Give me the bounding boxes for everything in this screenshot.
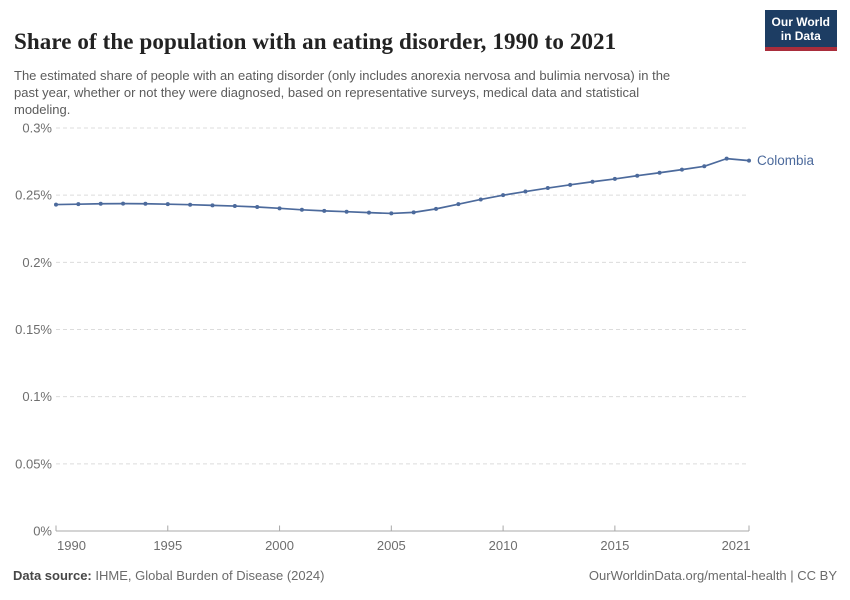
y-tick-label: 0.1% xyxy=(22,389,52,404)
data-point[interactable] xyxy=(54,202,58,207)
owid-logo[interactable]: Our World in Data xyxy=(764,10,837,51)
data-point[interactable] xyxy=(434,206,439,211)
data-point[interactable] xyxy=(299,207,304,212)
x-tick-label: 2021 xyxy=(722,538,751,553)
y-tick-label: 0.3% xyxy=(22,121,52,136)
data-point[interactable] xyxy=(210,203,215,208)
data-point[interactable] xyxy=(98,201,103,206)
data-point[interactable] xyxy=(478,197,483,202)
data-point[interactable] xyxy=(322,208,327,213)
data-point[interactable] xyxy=(568,182,573,187)
data-point[interactable] xyxy=(232,204,237,209)
owid-logo-line1: Our World xyxy=(771,15,830,29)
data-point[interactable] xyxy=(411,210,416,215)
data-point[interactable] xyxy=(724,156,729,161)
data-point[interactable] xyxy=(747,158,751,163)
series-line-colombia[interactable] xyxy=(55,157,750,215)
data-point[interactable] xyxy=(121,201,126,206)
data-source-value[interactable]: IHME, Global Burden of Disease (2024) xyxy=(91,568,325,583)
data-point[interactable] xyxy=(389,211,394,216)
data-point[interactable] xyxy=(590,179,595,184)
data-point[interactable] xyxy=(165,202,170,207)
data-point[interactable] xyxy=(657,170,662,175)
data-point[interactable] xyxy=(523,189,528,194)
x-tick-label: 1990 xyxy=(57,538,86,553)
data-point[interactable] xyxy=(255,204,260,209)
x-tick-label: 1995 xyxy=(153,538,182,553)
owid-logo-line2: in Data xyxy=(780,28,821,43)
data-point[interactable] xyxy=(277,206,282,211)
y-tick-label: 0.2% xyxy=(22,255,52,270)
y-tick-label: 0% xyxy=(33,524,52,539)
data-point[interactable] xyxy=(76,202,81,207)
x-tick-label: 2000 xyxy=(265,538,294,553)
y-tick-label: 0.25% xyxy=(15,188,52,203)
data-point[interactable] xyxy=(344,209,349,214)
y-tick-label: 0.05% xyxy=(15,456,52,471)
data-point[interactable] xyxy=(456,202,461,207)
data-source-label: Data source: xyxy=(13,568,92,583)
data-point[interactable] xyxy=(366,210,371,215)
data-point[interactable] xyxy=(545,186,550,191)
data-source: Data source: IHME, Global Burden of Dise… xyxy=(13,568,324,583)
credit-link[interactable]: OurWorldinData.org/mental-health | CC BY xyxy=(588,568,837,583)
y-tick-label: 0.15% xyxy=(15,322,52,337)
data-point[interactable] xyxy=(612,176,617,181)
data-point[interactable] xyxy=(702,164,707,169)
data-point[interactable] xyxy=(188,202,193,207)
page-title: Share of the population with an eating d… xyxy=(14,29,617,55)
data-point[interactable] xyxy=(635,173,640,178)
x-tick-label: 2010 xyxy=(489,538,518,553)
data-point[interactable] xyxy=(501,193,506,198)
x-tick-label: 2015 xyxy=(600,538,629,553)
data-point[interactable] xyxy=(143,201,148,206)
series-label-colombia[interactable]: Colombia xyxy=(757,153,815,168)
data-point[interactable] xyxy=(679,167,684,172)
x-tick-label: 2005 xyxy=(377,538,406,553)
chart-subtitle: The estimated share of people with an ea… xyxy=(14,68,671,117)
